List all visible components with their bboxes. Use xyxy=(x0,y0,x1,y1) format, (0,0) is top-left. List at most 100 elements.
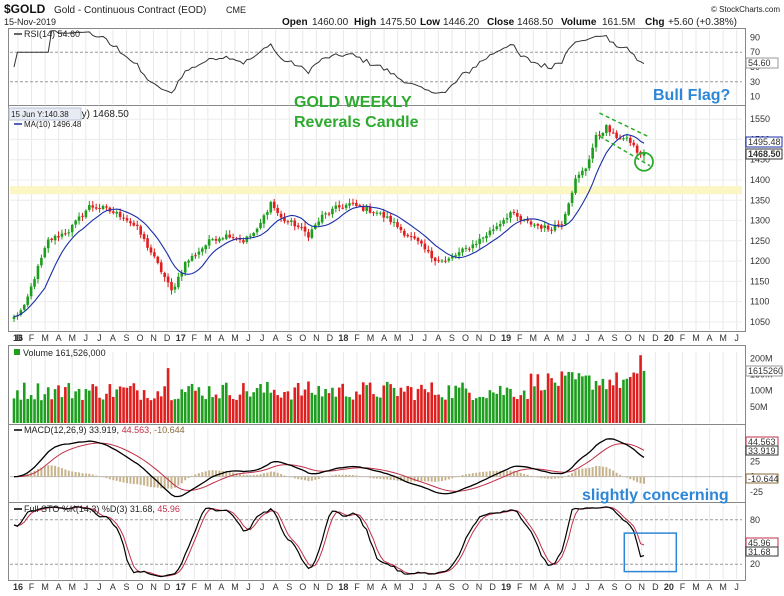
volume-bar xyxy=(598,385,601,423)
volume-bar xyxy=(457,387,461,423)
macd-hist-bar xyxy=(259,474,262,477)
volume-bar xyxy=(115,389,119,423)
x-tick-label: A xyxy=(56,333,62,343)
macd-hist-bar xyxy=(372,476,375,479)
volume-bar xyxy=(516,398,519,423)
low-value: 1446.20 xyxy=(443,17,480,28)
candle-body xyxy=(129,221,132,224)
price-tick-label: 1150 xyxy=(750,276,769,286)
candle-body xyxy=(440,260,444,262)
volume-bar xyxy=(50,399,53,423)
volume-bar xyxy=(204,399,208,423)
candle-body xyxy=(170,281,173,291)
macd-hist-bar xyxy=(485,471,488,477)
volume-bar xyxy=(101,399,105,423)
macd-hist-bar xyxy=(57,467,60,477)
candle-body xyxy=(574,178,577,193)
macd-hist-bar xyxy=(430,476,433,482)
x-tick-label: S xyxy=(449,582,455,592)
macd-hist-bar xyxy=(581,468,584,477)
volume-bar xyxy=(615,372,618,423)
volume-bar xyxy=(642,370,646,423)
macd-hist-bar xyxy=(310,476,313,481)
macd-hist-bar xyxy=(122,476,125,483)
rsi-legend: RSI(14) 54.60 xyxy=(14,29,80,39)
candle-body xyxy=(118,211,122,217)
x-tick-label: J xyxy=(572,333,577,343)
candle-body xyxy=(242,240,245,243)
x-tick-label: F xyxy=(680,582,686,592)
volume-bar xyxy=(84,389,88,423)
candle-body xyxy=(139,226,142,235)
volume-bar xyxy=(163,386,166,423)
volume-bar xyxy=(125,387,129,423)
volume-bar xyxy=(392,387,396,423)
macd-hist-bar xyxy=(639,476,642,484)
x-tick-label: 19 xyxy=(501,333,511,343)
volume-bar xyxy=(426,392,430,423)
candle-body xyxy=(245,236,249,242)
volume-bar xyxy=(194,390,197,423)
volume-bar xyxy=(488,390,492,423)
macd-hist-bar xyxy=(235,473,238,477)
price-tick-label: 1450 xyxy=(750,155,770,165)
candle-body xyxy=(382,211,386,218)
macd-hist-bar xyxy=(632,476,635,481)
candle-body xyxy=(50,238,53,241)
x-tick-label: A xyxy=(110,333,116,343)
x-axis-corner-label: D xyxy=(16,333,23,343)
macd-hist-bar xyxy=(78,472,81,477)
macd-hist-bar xyxy=(536,476,539,478)
candle-body xyxy=(224,234,228,239)
volume-bar xyxy=(382,385,386,423)
candle-body xyxy=(385,216,389,218)
price-tick-label: 1100 xyxy=(750,297,769,307)
macd-tick-label: -25 xyxy=(750,487,763,497)
candle-body xyxy=(337,205,341,208)
candle-body xyxy=(430,250,434,259)
macd-hist-bar xyxy=(437,476,440,482)
volume-bar xyxy=(293,387,297,423)
volume-bar xyxy=(471,399,475,423)
candle-body xyxy=(516,213,519,217)
volume-bar xyxy=(46,387,50,423)
x-tick-label: M xyxy=(530,582,538,592)
macd-hist-bar xyxy=(475,472,478,477)
volume-bar xyxy=(468,392,471,423)
volume-bar xyxy=(553,382,557,423)
candle-body xyxy=(29,286,33,297)
volume-bar xyxy=(211,397,214,423)
candle-body xyxy=(426,249,430,252)
macd-hist-bar xyxy=(256,474,259,477)
candle-body xyxy=(74,220,77,225)
candle-body xyxy=(365,206,368,211)
candle-body xyxy=(478,238,481,244)
macd-hist-bar xyxy=(417,476,420,482)
chg-label: Chg xyxy=(645,17,664,28)
volume-bar xyxy=(526,398,529,423)
macd-hist-bar xyxy=(143,476,146,486)
volume-bar xyxy=(36,383,40,423)
high-value: 1475.50 xyxy=(380,17,417,28)
volume-bar xyxy=(505,387,509,423)
volume-legend: Volume 161,526,000 xyxy=(14,348,106,358)
macd-hist-bar xyxy=(276,472,279,477)
volume-bar xyxy=(396,395,399,423)
volume-bar xyxy=(570,372,574,423)
x-tick-label: A xyxy=(544,333,550,343)
macd-hist-bar xyxy=(173,476,176,488)
candle-body xyxy=(177,276,180,288)
sto-legend-text: Full STO %K(14,3) %D(3) 31.68, 45.96 xyxy=(24,504,180,514)
candle-body xyxy=(201,248,204,252)
x-tick-label: O xyxy=(299,333,306,343)
candle-body xyxy=(307,232,310,238)
candle-body xyxy=(320,214,324,223)
macd-hist-bar xyxy=(636,476,639,483)
candle-body xyxy=(492,229,495,231)
macd-legend-main: MACD(12,26,9) 33.919, xyxy=(24,425,122,435)
volume-bar xyxy=(403,391,406,423)
macd-hist-bar xyxy=(252,475,255,477)
candle-body xyxy=(221,238,225,240)
macd-hist-bar xyxy=(266,472,269,477)
